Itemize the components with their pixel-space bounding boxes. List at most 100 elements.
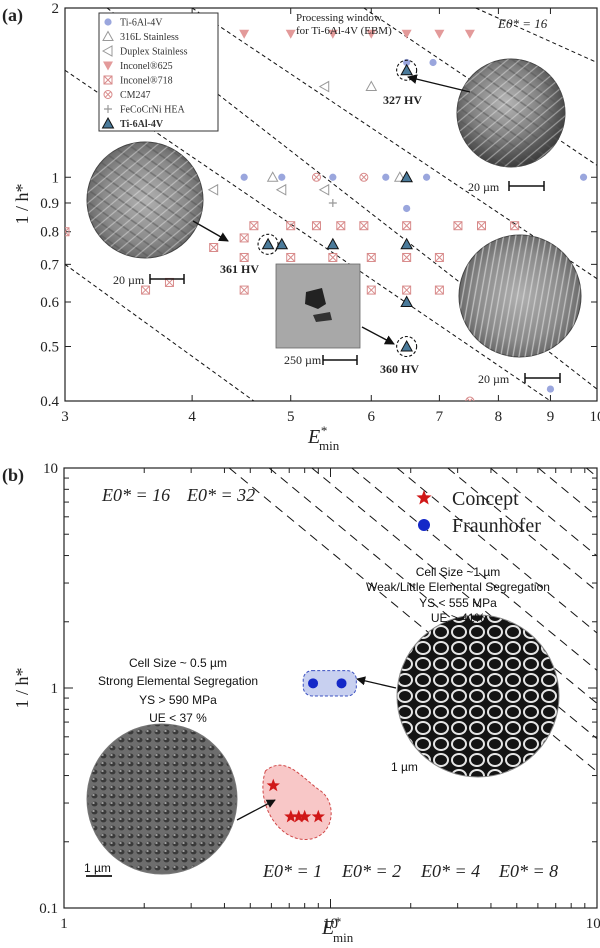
note-left-2: Strong Elemental Segregation <box>98 674 258 688</box>
e0-line-a-5 <box>65 263 255 401</box>
legend-a-marker-5-cross <box>104 91 112 98</box>
x-tick-label-a-4: 4 <box>188 409 196 425</box>
point-a-s4-15-box <box>366 252 376 262</box>
point-a-s4-16-cross <box>402 253 412 262</box>
x-tick-label-a-7: 7 <box>436 409 444 425</box>
point-a-s1-1 <box>365 80 378 92</box>
y-tick-label-a-0.4: 0.4 <box>40 394 59 410</box>
point-a-s4-24-cross <box>435 285 444 295</box>
scalebar-label-a3: 250 µm <box>284 353 322 367</box>
point-a-s4-10-box <box>477 221 487 231</box>
arrow-b-right <box>356 676 397 689</box>
point-a-s4-8-cross <box>402 221 412 231</box>
point-a-s0-1 <box>240 173 248 181</box>
legend-a: Ti-6Al-4V 316L Stainless Duplex Stainless I… <box>98 12 219 132</box>
legend-a-marker-3 <box>103 61 113 71</box>
note-right-1: Cell Size ~1 µm <box>416 565 501 579</box>
hv-arrow-1 <box>192 220 229 242</box>
point-a-s5-0-ring <box>311 172 321 182</box>
legend-a-label-7: Ti-6Al-4V <box>120 119 164 130</box>
point-a-s1-0 <box>266 171 279 182</box>
point-a-s4-28-cross <box>141 285 150 295</box>
point-a-s4-3-box <box>249 221 259 231</box>
point-a-s4-5-box <box>311 221 321 231</box>
x-tick-label-a-10: 10 <box>590 409 600 425</box>
point-a-s4-15 <box>366 252 376 262</box>
point-a-s4-2 <box>239 233 249 243</box>
note-right-3: YS < 555 MPa <box>419 596 497 610</box>
point-a-s4-12-cross <box>239 253 249 262</box>
point-a-s4-22-box <box>366 285 376 295</box>
e0-line-a-3 <box>475 8 597 63</box>
y-tick-label-a-2: 2 <box>52 1 60 17</box>
point-a-s0-5 <box>422 173 431 181</box>
point-a-s4-9-box <box>453 221 463 231</box>
point-a-s4-0-box <box>65 227 70 237</box>
point-a-s5-2 <box>465 396 475 401</box>
point-a-s4-4-box <box>286 221 296 231</box>
point-a-s4-3 <box>249 221 259 231</box>
legend-a-label-3: Inconel®625 <box>120 61 173 72</box>
x-tick-label-b-1: 1 <box>60 916 68 932</box>
e0-top-16: E0* = 16 <box>101 485 170 505</box>
e0-bottom-2: E0* = 2 <box>341 861 401 881</box>
point-a-s4-5 <box>311 221 321 231</box>
point-a-s4-24-box <box>434 285 444 295</box>
point-a-s0-2 <box>278 173 286 181</box>
point-a-s4-7-box <box>359 221 369 231</box>
point-a-s3-6 <box>464 29 475 39</box>
scalebar-label-a1: 20 µm <box>468 180 500 194</box>
processing-window-line2: for Ti-6Al-4V (EBM) <box>296 25 392 37</box>
fraunhofer-point-1 <box>336 678 347 689</box>
point-a-s3-5 <box>434 29 445 39</box>
point-a-s4-11-cross <box>510 221 520 231</box>
legend-fraunhofer-marker <box>418 519 430 531</box>
note-left-3: YS > 590 MPa <box>139 693 217 707</box>
scalebar-label-b2: 1 µm <box>84 861 111 875</box>
legend-a-marker-0 <box>104 18 112 26</box>
concept-point-0 <box>266 778 280 792</box>
point-a-s4-14 <box>328 252 338 262</box>
e0-bottom-8: E0* = 8 <box>498 861 558 881</box>
y-tick-label-a-0.5: 0.5 <box>40 340 59 356</box>
point-a-s4-6-cross <box>336 221 346 231</box>
point-a-s4-12-box <box>239 252 249 262</box>
legend-a-marker-4 <box>103 75 113 85</box>
x-tick-label-a-8: 8 <box>495 409 503 425</box>
point-a-s4-27-cross <box>165 278 174 287</box>
point-a-s4-9 <box>453 221 463 231</box>
y-tick-label-a-0.8: 0.8 <box>40 225 59 241</box>
fraunhofer-point-0 <box>308 678 319 689</box>
point-a-s3-3 <box>366 29 377 39</box>
e0-line-b-6 <box>490 468 597 557</box>
point-a-s4-4-cross <box>286 221 296 231</box>
point-a-s4-2-cross <box>239 233 249 243</box>
point-a-s5-2-cross <box>466 397 474 401</box>
legend-a-marker-5-ring <box>103 90 113 99</box>
point-a-s4-23-cross <box>402 285 412 295</box>
concept-point-3 <box>298 809 312 823</box>
panel-b-label: (b) <box>2 465 24 486</box>
point-a-s4-20 <box>239 285 249 295</box>
point-a-s5-1-cross <box>360 174 368 181</box>
e0-line-b-4 <box>396 468 597 634</box>
micrograph-top-right: 20 µm <box>456 58 566 194</box>
hv-label-0: 327 HV <box>383 93 422 107</box>
x-tick-label-a-5: 5 <box>287 409 295 425</box>
legend-a-label-1: 316L Stainless <box>120 32 179 43</box>
point-a-s4-0 <box>65 227 70 237</box>
e0-top-32: E0* = 32 <box>186 485 255 505</box>
micrograph-b-left: 1 µm <box>84 723 238 877</box>
panel-a: 3 4 5 6 7 8 9 10 0.4 0.5 0.6 0.7 0.8 0.9 1 2 Processing… <box>2 1 600 453</box>
legend-a-marker-4-box <box>103 75 113 85</box>
point-a-s3-1 <box>285 29 296 39</box>
point-a-s0-3 <box>329 173 337 181</box>
scalebar-label-b1: 1 µm <box>391 760 418 774</box>
scalebar-label-a2: 20 µm <box>113 273 145 287</box>
point-a-s4-14-box <box>328 252 338 262</box>
point-a-s7-3 <box>326 237 340 250</box>
point-a-s4-2-box <box>239 233 249 243</box>
panel-b-xlabel-sub: min <box>333 930 354 945</box>
